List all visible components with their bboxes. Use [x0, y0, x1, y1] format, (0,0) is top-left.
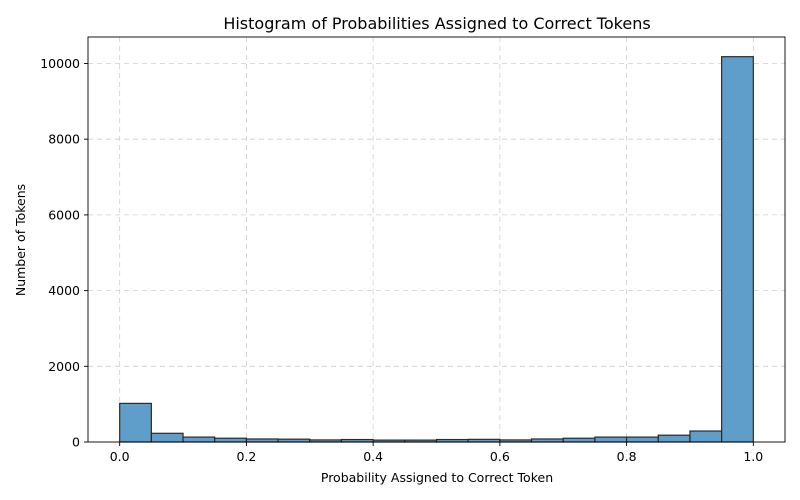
y-tick-label: 10000 [40, 56, 80, 71]
histogram-bar [119, 402, 152, 443]
histogram-bar [245, 438, 279, 443]
histogram-bar [182, 436, 216, 443]
x-tick-label: 0.4 [363, 449, 383, 464]
y-tick-label: 6000 [48, 207, 80, 222]
histogram-bar [530, 438, 564, 443]
y-tick-label: 8000 [48, 132, 80, 147]
histogram-bar [689, 430, 723, 443]
histogram-bar [625, 436, 659, 443]
grid [88, 37, 785, 443]
x-axis-label: Probability Assigned to Correct Token [321, 470, 553, 485]
x-tick-label: 0.0 [110, 449, 130, 464]
histogram-bar [214, 437, 248, 443]
y-tick-label: 2000 [48, 359, 80, 374]
histogram-bar [594, 436, 628, 443]
y-tick-label: 4000 [48, 283, 80, 298]
x-tick-label: 0.2 [236, 449, 256, 464]
y-tick-label: 0 [72, 435, 80, 450]
x-tick-label: 0.8 [617, 449, 637, 464]
histogram-bar [657, 434, 691, 443]
x-tick-label: 1.0 [743, 449, 763, 464]
histogram-bar [721, 56, 754, 443]
plot-frame [87, 36, 786, 443]
x-ticks: 0.0 0.2 0.4 0.6 0.8 1.0 [110, 442, 763, 464]
histogram-bar [150, 432, 184, 443]
chart-title: Histogram of Probabilities Assigned to C… [223, 14, 650, 33]
y-axis-label: Number of Tokens [13, 184, 28, 296]
y-ticks: 0 2000 4000 6000 8000 10000 [40, 56, 88, 450]
histogram-bar [562, 437, 596, 443]
bars [119, 56, 754, 443]
x-tick-label: 0.6 [490, 449, 510, 464]
